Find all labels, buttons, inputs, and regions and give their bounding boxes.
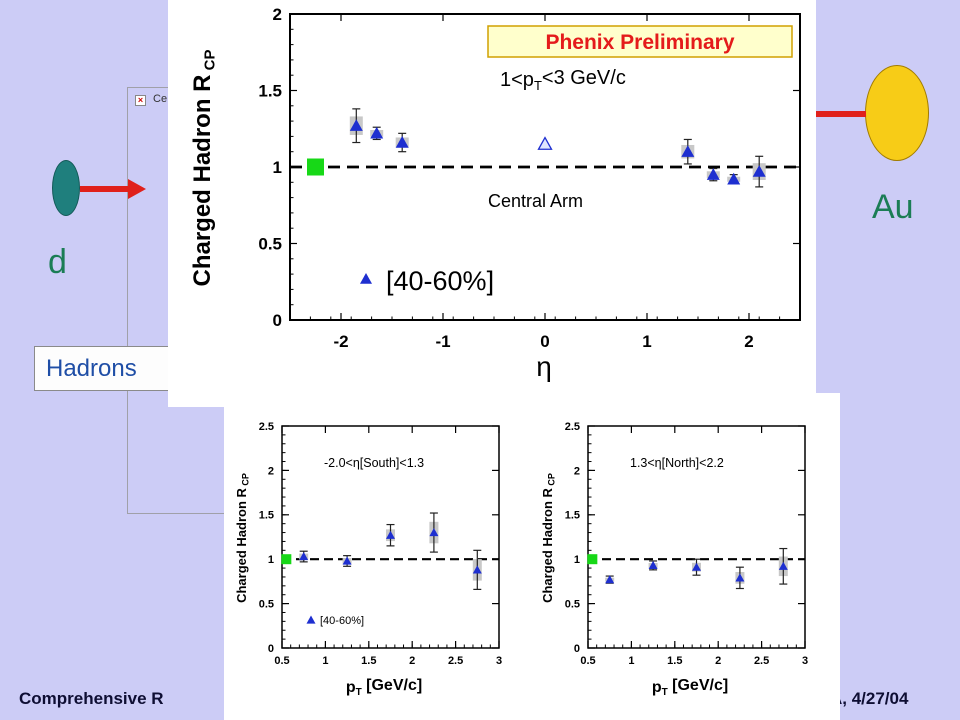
deuteron-nucleus bbox=[52, 160, 80, 216]
north-x-axis-label: pT [GeV/c] bbox=[652, 677, 728, 698]
south-legend-label: [40-60%] bbox=[320, 615, 364, 627]
south-point bbox=[299, 552, 309, 561]
north-point bbox=[692, 562, 701, 571]
south-x-tick-label: 0.5 bbox=[274, 655, 289, 667]
south-y-tick-label: 1.5 bbox=[259, 510, 274, 522]
legend-label: [40-60%] bbox=[386, 266, 494, 296]
top-point bbox=[395, 136, 409, 148]
top-chart-panel: -2 -1 0 1 2 0 0.5 1 1.5 2 Phenix Preliminary 1<pT<3… bbox=[168, 0, 816, 407]
north-x-tick-label: 2 bbox=[715, 655, 721, 667]
north-y-tick-label: 0.5 bbox=[565, 598, 580, 610]
y-axis-label: Charged Hadron R CP bbox=[189, 49, 219, 286]
rcp-north-chart: 0.5 1 1.5 2 2.5 300.511.522.51.3<η[North]<2.2… bbox=[540, 421, 808, 698]
top-x-tick-label: -1 bbox=[435, 332, 450, 351]
top-x-tick-label: -2 bbox=[333, 332, 348, 351]
north-x-tick-label: 1 bbox=[628, 655, 634, 667]
top-reference-marker bbox=[307, 158, 324, 176]
banner-box bbox=[487, 25, 793, 58]
top-y-tick-label: 0.5 bbox=[258, 234, 282, 253]
chart-title: 1<pT<3 GeV/c bbox=[500, 67, 626, 93]
top-point bbox=[681, 145, 695, 157]
top-point-open bbox=[537, 136, 553, 150]
north-x-tick-label: 2.5 bbox=[754, 655, 769, 667]
south-point bbox=[342, 556, 352, 565]
top-x-tick-label: 1 bbox=[642, 332, 651, 351]
broken-image-text: Ce bbox=[153, 93, 168, 105]
top-y-tick-label: 1.5 bbox=[258, 81, 282, 100]
footer-text-left: Comprehensive R bbox=[19, 689, 164, 708]
north-x-tick-label: 1.5 bbox=[667, 655, 682, 667]
north-y-tick-label: 1.5 bbox=[565, 510, 580, 522]
top-point bbox=[370, 126, 384, 139]
top-x-tick-label: 0 bbox=[540, 332, 549, 351]
south-x-tick-label: 1.5 bbox=[361, 655, 376, 667]
south-x-axis-label: pT [GeV/c] bbox=[346, 677, 422, 698]
south-y-axis-label: Charged Hadron R CP bbox=[234, 473, 251, 603]
right-arrow-icon bbox=[80, 179, 146, 199]
gold-nucleus bbox=[865, 65, 929, 161]
south-plot-frame bbox=[281, 425, 500, 649]
label-gold: Au bbox=[872, 188, 914, 226]
south-x-tick-label: 2.5 bbox=[448, 655, 463, 667]
north-chart-title: 1.3<η[North]<2.2 bbox=[630, 456, 724, 470]
south-point bbox=[429, 528, 439, 537]
south-x-tick-label: 2 bbox=[409, 655, 415, 667]
south-y-tick-label: 2.5 bbox=[259, 421, 274, 433]
footer-text-right: A, 4/27/04 bbox=[830, 689, 909, 708]
north-x-tick-label: 3 bbox=[802, 655, 808, 667]
south-point bbox=[472, 565, 482, 574]
north-y-tick-label: 1 bbox=[574, 554, 580, 566]
north-y-tick-label: 0 bbox=[574, 643, 580, 655]
north-point bbox=[735, 573, 745, 582]
south-x-tick-label: 3 bbox=[496, 655, 502, 667]
top-point bbox=[752, 165, 766, 177]
south-x-tick-label: 1 bbox=[322, 655, 328, 667]
x-axis-label: η bbox=[536, 351, 552, 382]
north-point bbox=[648, 560, 658, 570]
south-y-tick-label: 0.5 bbox=[259, 598, 274, 610]
south-reference-marker bbox=[281, 554, 292, 565]
north-x-tick-label: 0.5 bbox=[580, 655, 595, 667]
north-point bbox=[778, 561, 788, 570]
rcp-vs-eta-chart: -2 -1 0 1 2 0 0.5 1 1.5 2 Phenix Preliminary 1<pT<3… bbox=[189, 5, 801, 382]
south-y-tick-label: 1 bbox=[268, 554, 274, 566]
south-legend-marker bbox=[306, 615, 316, 624]
broken-image-icon: × bbox=[135, 95, 146, 106]
top-point bbox=[727, 172, 741, 185]
chart-annotation: Central Arm bbox=[488, 191, 583, 211]
top-point bbox=[349, 119, 363, 131]
north-plot-frame bbox=[587, 425, 806, 649]
north-reference-marker bbox=[587, 554, 598, 565]
hadrons-label: Hadrons bbox=[34, 346, 170, 391]
north-point bbox=[605, 575, 615, 584]
south-y-tick-label: 0 bbox=[268, 643, 274, 655]
north-y-axis-label: Charged Hadron R CP bbox=[540, 473, 557, 603]
south-y-tick-label: 2 bbox=[268, 465, 274, 477]
north-y-tick-label: 2.5 bbox=[565, 421, 580, 433]
rcp-south-chart: 0.5 1 1.5 2 2.5 300.511.522.5-2.0<η[South]<1.… bbox=[234, 421, 502, 698]
legend-marker bbox=[360, 273, 372, 284]
south-point bbox=[386, 530, 395, 539]
south-chart-title: -2.0<η[South]<1.3 bbox=[324, 456, 424, 470]
north-y-tick-label: 2 bbox=[574, 465, 580, 477]
top-y-tick-label: 0 bbox=[273, 311, 282, 330]
top-x-tick-label: 2 bbox=[744, 332, 753, 351]
banner-text: Phenix Preliminary bbox=[545, 31, 734, 54]
top-y-tick-label: 2 bbox=[273, 5, 282, 24]
top-point bbox=[706, 168, 720, 180]
top-y-tick-label: 1 bbox=[273, 158, 282, 177]
label-deuteron: d bbox=[48, 243, 67, 281]
bottom-charts-panel: 0.5 1 1.5 2 2.5 3 0 0.5 1 1.5 2 2.5 -2.0<η[South]<1.… bbox=[224, 393, 840, 720]
